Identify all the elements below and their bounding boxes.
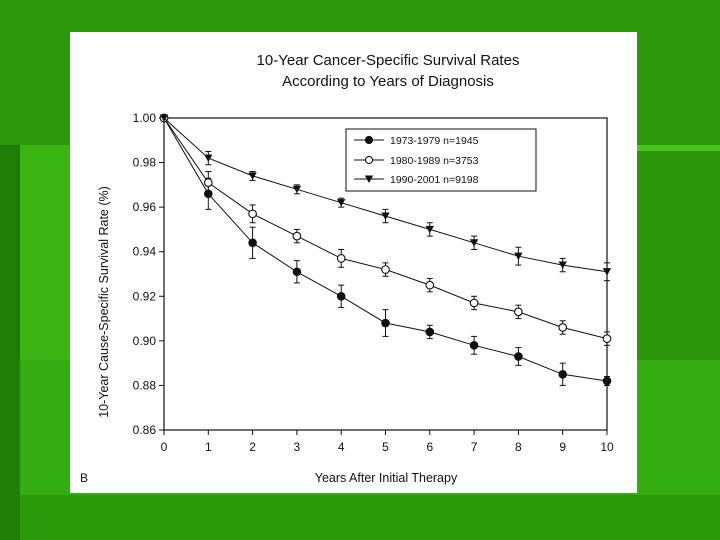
panel-label: B — [80, 471, 88, 485]
x-tick-label-7: 7 — [471, 440, 478, 454]
legend: 1973-1979 n=1945 1980-1989 n=3753 1990-2… — [345, 128, 537, 192]
chart-figure: 10-Year Cancer-Specific Survival Rates A… — [70, 32, 637, 493]
chart-title-line-1: 10-Year Cancer-Specific Survival Rates — [257, 52, 520, 69]
series-2-point-2 — [248, 172, 257, 180]
series-0-point-5 — [381, 318, 390, 328]
x-tick-label-6: 6 — [426, 440, 433, 454]
background-band-bottom-dark — [20, 495, 720, 540]
x-tick-label-1: 1 — [205, 440, 212, 454]
legend-label-1980-1989: 1980-1989 n=3753 — [390, 155, 479, 167]
background-stripe-right — [637, 145, 720, 151]
series-2-point-3 — [292, 185, 302, 194]
series-layer — [159, 113, 612, 386]
y-tick-label-6: 0.98 — [133, 156, 157, 170]
legend-entry-1990-2001: 1990-2001 n=9198 — [354, 174, 479, 186]
legend-label-1990-2001: 1990-2001 n=9198 — [390, 174, 479, 186]
series-0-point-4 — [336, 291, 346, 301]
series-1-point-3 — [292, 231, 302, 241]
y-tick-label-5: 0.96 — [133, 200, 157, 214]
series-2 — [159, 114, 612, 282]
x-tick-label-10: 10 — [600, 440, 614, 454]
series-2-point-1 — [204, 154, 213, 162]
series-0-point-6 — [425, 327, 435, 337]
legend-entry-1980-1989: 1980-1989 n=3753 — [354, 155, 479, 167]
y-axis-label: 10-Year Cause-Specific Survival Rate (%) — [97, 186, 111, 418]
series-0-point-9 — [558, 369, 568, 379]
series-0-point-10 — [602, 376, 612, 386]
background-band-right — [637, 145, 720, 360]
series-2-point-7 — [469, 239, 479, 247]
series-1-point-5 — [381, 265, 390, 274]
series-1-point-4 — [336, 254, 346, 263]
series-2-point-5 — [381, 212, 390, 220]
y-tick-label-2: 0.90 — [133, 334, 157, 348]
chart-title-line-2: According to Years of Diagnosis — [282, 73, 494, 90]
series-0-point-7 — [469, 341, 479, 350]
survival-chart: 10-Year Cancer-Specific Survival Rates A… — [80, 52, 614, 485]
series-2-point-4 — [337, 199, 346, 207]
series-1-point-6 — [425, 280, 435, 290]
x-tick-label-4: 4 — [338, 440, 345, 454]
series-1-point-7 — [469, 298, 479, 308]
background-band-left-dark — [0, 145, 20, 540]
legend-label-1973-1979: 1973-1979 n=1945 — [390, 135, 479, 147]
series-0-point-2 — [248, 238, 257, 248]
series-1-point-2 — [248, 209, 257, 219]
series-2-point-6 — [425, 225, 434, 234]
y-tick-label-3: 0.92 — [133, 289, 157, 303]
series-0-point-3 — [292, 267, 302, 277]
series-2-point-10 — [602, 268, 612, 276]
y-tick-label-0: 0.86 — [133, 423, 157, 437]
x-tick-label-9: 9 — [559, 440, 566, 454]
x-tick-label-5: 5 — [382, 440, 389, 454]
x-axis-ticks: 0 1 2 3 4 5 6 7 8 9 10 — [161, 430, 614, 454]
x-axis-label: Years After Initial Therapy — [315, 471, 458, 485]
legend-entry-1973-1979: 1973-1979 n=1945 — [354, 135, 479, 147]
x-tick-label-0: 0 — [161, 440, 168, 454]
y-tick-label-4: 0.94 — [133, 245, 157, 259]
series-1-point-8 — [514, 307, 523, 317]
series-2-point-0 — [159, 114, 169, 122]
series-0-point-8 — [514, 352, 523, 361]
series-1-point-1 — [203, 178, 213, 187]
y-tick-label-7: 1.00 — [133, 111, 157, 125]
x-tick-label-2: 2 — [249, 440, 256, 454]
series-1-point-10 — [602, 334, 612, 343]
y-tick-label-1: 0.88 — [133, 378, 157, 392]
series-2-point-9 — [558, 261, 567, 269]
series-1-point-9 — [558, 323, 568, 332]
series-2-point-8 — [514, 252, 523, 260]
x-tick-label-3: 3 — [294, 440, 301, 454]
legend-marker-1980-1989 — [364, 155, 374, 165]
legend-marker-1973-1979 — [364, 135, 374, 145]
x-tick-label-8: 8 — [515, 440, 522, 454]
legend-marker-1990-2001 — [364, 175, 374, 183]
y-axis-ticks: 0.86 0.88 0.90 0.92 0.94 0.96 0.98 1.00 — [133, 111, 164, 437]
